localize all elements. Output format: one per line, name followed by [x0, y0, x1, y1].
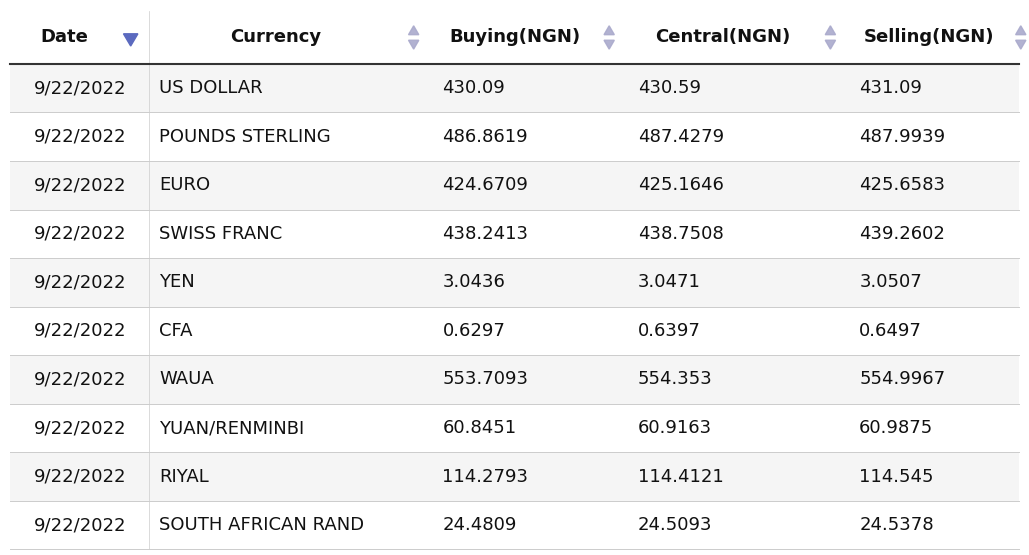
Text: SOUTH AFRICAN RAND: SOUTH AFRICAN RAND	[159, 516, 364, 534]
Text: 425.6583: 425.6583	[859, 176, 946, 194]
Text: Selling(NGN): Selling(NGN)	[863, 28, 994, 47]
Text: Central(NGN): Central(NGN)	[655, 28, 790, 47]
Text: 438.2413: 438.2413	[442, 225, 529, 243]
Text: 114.545: 114.545	[859, 468, 933, 486]
Bar	[10, 11, 1019, 64]
Text: 0.6297: 0.6297	[442, 322, 505, 340]
Bar	[10, 258, 1019, 306]
Text: 0.6497: 0.6497	[859, 322, 922, 340]
Text: 554.353: 554.353	[638, 371, 713, 388]
Text: 424.6709: 424.6709	[442, 176, 528, 194]
Text: 3.0507: 3.0507	[859, 274, 922, 291]
Bar	[10, 355, 1019, 403]
Polygon shape	[409, 26, 419, 34]
Text: 430.59: 430.59	[638, 79, 701, 97]
Text: Currency: Currency	[229, 28, 321, 47]
Polygon shape	[825, 26, 836, 34]
Text: RIYAL: RIYAL	[159, 468, 209, 486]
Text: 9/22/2022: 9/22/2022	[34, 322, 126, 340]
Text: Buying(NGN): Buying(NGN)	[449, 28, 580, 47]
Text: 9/22/2022: 9/22/2022	[34, 176, 126, 194]
Text: 431.09: 431.09	[859, 79, 922, 97]
Text: 425.1646: 425.1646	[638, 176, 723, 194]
Text: 114.4121: 114.4121	[638, 468, 723, 486]
Text: 9/22/2022: 9/22/2022	[34, 79, 126, 97]
Bar	[10, 161, 1019, 209]
Text: 24.4809: 24.4809	[442, 516, 517, 534]
Text: 24.5093: 24.5093	[638, 516, 712, 534]
Text: Date: Date	[40, 28, 88, 47]
Text: SWISS FRANC: SWISS FRANC	[159, 225, 283, 243]
Text: 487.4279: 487.4279	[638, 128, 724, 145]
Polygon shape	[825, 40, 836, 49]
Text: 9/22/2022: 9/22/2022	[34, 128, 126, 145]
Bar	[10, 209, 1019, 258]
Text: YUAN/RENMINBI: YUAN/RENMINBI	[159, 419, 305, 437]
Polygon shape	[409, 40, 419, 49]
Text: 554.9967: 554.9967	[859, 371, 946, 388]
Text: 60.9163: 60.9163	[638, 419, 712, 437]
Text: 60.9875: 60.9875	[859, 419, 933, 437]
Text: 3.0471: 3.0471	[638, 274, 701, 291]
Text: 9/22/2022: 9/22/2022	[34, 419, 126, 437]
Bar	[10, 306, 1019, 355]
Text: EURO: EURO	[159, 176, 211, 194]
Text: YEN: YEN	[159, 274, 196, 291]
Bar	[10, 113, 1019, 161]
Bar	[10, 64, 1019, 112]
Bar	[10, 501, 1019, 549]
Text: 60.8451: 60.8451	[442, 419, 517, 437]
Text: WAUA: WAUA	[159, 371, 214, 388]
Polygon shape	[1016, 40, 1026, 49]
Text: POUNDS STERLING: POUNDS STERLING	[159, 128, 331, 145]
Text: 553.7093: 553.7093	[442, 371, 529, 388]
Text: 430.09: 430.09	[442, 79, 505, 97]
Text: 9/22/2022: 9/22/2022	[34, 516, 126, 534]
Text: 439.2602: 439.2602	[859, 225, 945, 243]
Text: 9/22/2022: 9/22/2022	[34, 468, 126, 486]
Text: 24.5378: 24.5378	[859, 516, 934, 534]
Text: 9/22/2022: 9/22/2022	[34, 274, 126, 291]
Text: 438.7508: 438.7508	[638, 225, 723, 243]
Polygon shape	[123, 34, 138, 46]
Text: 3.0436: 3.0436	[442, 274, 505, 291]
Polygon shape	[604, 40, 614, 49]
Text: 9/22/2022: 9/22/2022	[34, 225, 126, 243]
Text: US DOLLAR: US DOLLAR	[159, 79, 263, 97]
Text: 114.2793: 114.2793	[442, 468, 529, 486]
Text: 487.9939: 487.9939	[859, 128, 946, 145]
Polygon shape	[1016, 26, 1026, 34]
Text: CFA: CFA	[159, 322, 193, 340]
Text: 9/22/2022: 9/22/2022	[34, 371, 126, 388]
Bar	[10, 403, 1019, 452]
Text: 486.8619: 486.8619	[442, 128, 528, 145]
Bar	[10, 452, 1019, 501]
Text: 0.6397: 0.6397	[638, 322, 701, 340]
Polygon shape	[604, 26, 614, 34]
